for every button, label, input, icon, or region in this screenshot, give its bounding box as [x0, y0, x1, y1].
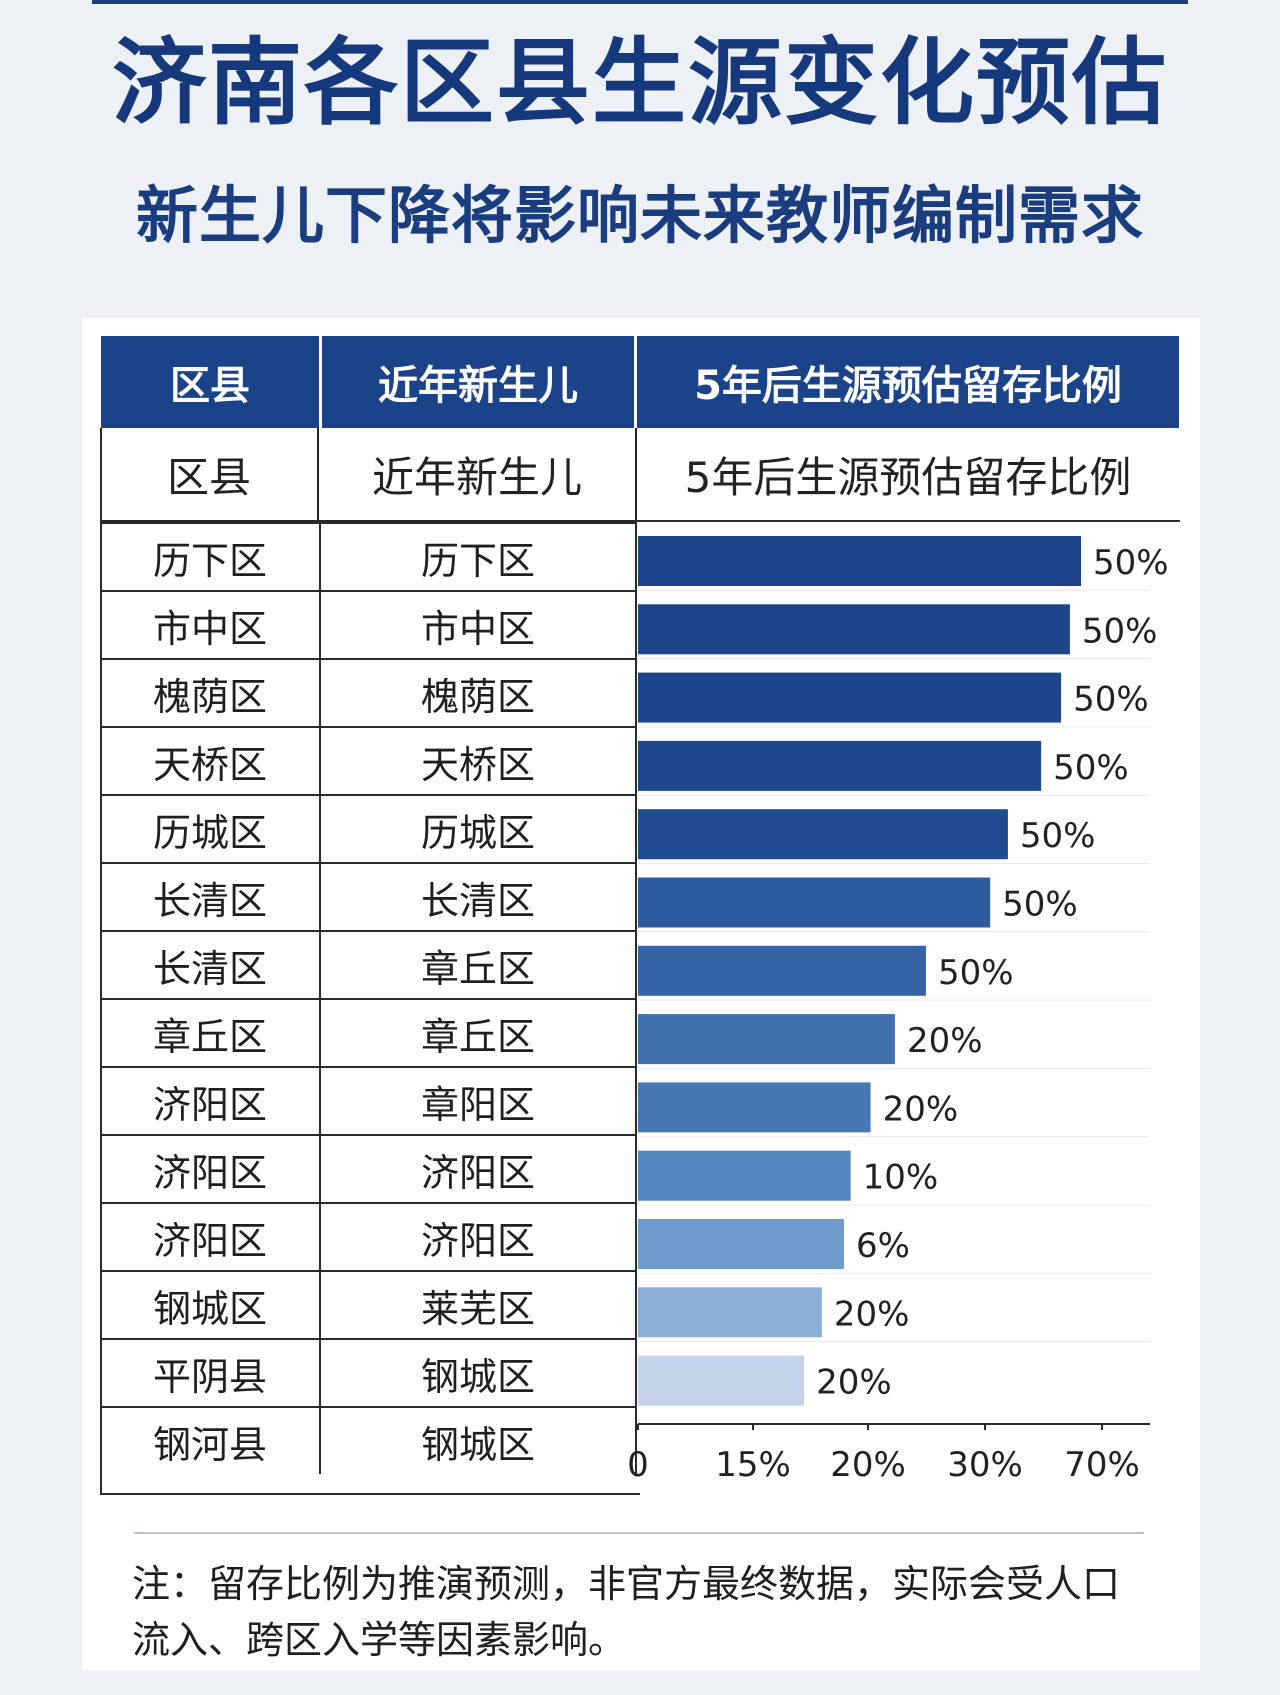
bar-label-8: 20% — [883, 1089, 959, 1129]
county-cell: 历下区 — [152, 538, 267, 583]
county-cell: 长清区 — [152, 946, 267, 991]
county-cell: 济阳区 — [152, 1150, 267, 1195]
table-row: 济阳区 济阳区 — [101, 1202, 637, 1270]
bar-label-2: 50% — [1073, 680, 1149, 720]
county-cell: 钢城区 — [152, 1286, 267, 1331]
bar-2 — [638, 672, 1062, 723]
bar-label-6: 50% — [938, 953, 1014, 993]
county-cell: 钢河县 — [152, 1422, 267, 1467]
page-title: 济南各区县生源变化预估 — [111, 29, 1168, 138]
table-row: 槐荫区 槐荫区 — [101, 658, 637, 726]
bar-3 — [638, 740, 1042, 791]
county-cell: 济阳区 — [152, 1082, 267, 1127]
bar-label-4: 50% — [1020, 816, 1096, 856]
bar-4 — [638, 809, 1008, 860]
bar-label-9: 10% — [863, 1158, 939, 1198]
newborn-cell: 历城区 — [319, 796, 637, 862]
header-newborn: 近年新生儿 — [319, 336, 637, 428]
table-row: 历城区 历城区 — [101, 794, 637, 862]
newborn-cell: 天桥区 — [319, 728, 637, 794]
newborn-cell: 莱芜区 — [319, 1272, 637, 1338]
bar-6 — [638, 945, 926, 996]
county-cell: 长清区 — [152, 878, 267, 923]
bar-label-10: 6% — [856, 1226, 910, 1266]
county-cell: 槐荫区 — [152, 674, 267, 719]
county-cell: 平阴县 — [152, 1354, 267, 1399]
newborn-cell: 章丘区 — [319, 932, 637, 998]
table-row: 长清区 长清区 — [101, 862, 637, 930]
newborn-cell: 历下区 — [319, 524, 637, 590]
table-row: 平阴县 钢城区 — [101, 1338, 637, 1406]
newborn-cell: 章丘区 — [319, 1000, 637, 1066]
bar-0 — [638, 536, 1081, 586]
newborn-cell: 长清区 — [319, 864, 637, 930]
county-cell: 济阳区 — [152, 1218, 267, 1263]
county-cell: 市中区 — [152, 606, 267, 651]
bar-label-1: 50% — [1082, 611, 1158, 651]
newborn-cell: 济阳区 — [319, 1204, 637, 1270]
county-cell: 章丘区 — [152, 1014, 267, 1059]
table-row: 济阳区 章阳区 — [101, 1066, 637, 1134]
subheader-divider — [100, 520, 1180, 522]
header-county: 区县 — [101, 336, 319, 428]
bar-label-3: 50% — [1053, 748, 1129, 788]
bar-7 — [638, 1014, 895, 1065]
table-row: 天桥区 天桥区 — [101, 726, 637, 794]
table-row: 市中区 市中区 — [101, 590, 637, 658]
header-retention: 5年后生源预估留存比例 — [637, 336, 1179, 428]
table-body: 历下区 历下区 市中区 市中区 槐荫区 槐荫区 天桥区 天桥区 历城区 历城区 长清区 长清… — [101, 522, 637, 1474]
subheader-newborn: 近年新生儿 — [319, 428, 637, 520]
subheader-retention: 5年后生源预估留存比例 — [684, 452, 1132, 502]
note-divider — [134, 1532, 1144, 1534]
newborn-cell: 济阳区 — [319, 1136, 637, 1202]
newborn-cell: 市中区 — [319, 592, 637, 658]
newborn-cell: 槐荫区 — [319, 660, 637, 726]
footnote: 注：留存比例为推演预测，非官方最终数据，实际会受人口流入、跨区入学等因素影响。 — [132, 1562, 1121, 1662]
x-tick-label-0: 0 — [627, 1445, 649, 1485]
x-tick-label-4: 70% — [1064, 1445, 1140, 1485]
x-tick-label-1: 15% — [715, 1445, 791, 1485]
county-cell: 天桥区 — [152, 742, 267, 787]
page-subtitle: 新生儿下降将影响未来教师编制需求 — [135, 179, 1144, 252]
bar-10 — [638, 1219, 844, 1269]
top-rule — [92, 0, 1188, 4]
table-row: 章丘区 章丘区 — [101, 998, 637, 1066]
table-bottom-border — [100, 1493, 640, 1495]
newborn-cell: 章阳区 — [319, 1068, 637, 1134]
bar-12 — [638, 1355, 805, 1406]
bar-11 — [638, 1287, 822, 1338]
table-row: 长清区 章丘区 — [101, 930, 637, 998]
bar-label-11: 20% — [834, 1294, 910, 1334]
bar-label-5: 50% — [1002, 885, 1078, 925]
x-tick-label-2: 20% — [830, 1445, 906, 1485]
bar-9 — [638, 1150, 851, 1201]
table-subheader: 区县 近年新生儿 5年后生源预估留存比例 — [101, 428, 1179, 520]
table-left-border — [100, 428, 102, 1494]
bar-1 — [638, 604, 1070, 655]
table-header: 区县 近年新生儿 5年后生源预估留存比例 — [101, 336, 1179, 428]
bar-label-7: 20% — [907, 1021, 983, 1061]
table-row: 济阳区 济阳区 — [101, 1134, 637, 1202]
x-tick-label-3: 30% — [947, 1445, 1023, 1485]
newborn-cell: 钢城区 — [319, 1340, 637, 1406]
table-row: 历下区 历下区 — [101, 522, 637, 590]
county-cell: 历城区 — [152, 810, 267, 855]
bar-8 — [638, 1082, 871, 1133]
bar-label-12: 20% — [816, 1363, 892, 1403]
bar-5 — [638, 877, 991, 928]
table-row: 钢河县 钢城区 — [101, 1406, 637, 1474]
table-row: 钢城区 莱芜区 — [101, 1270, 637, 1338]
bar-label-0: 50% — [1093, 543, 1169, 583]
newborn-cell: 钢城区 — [319, 1408, 637, 1474]
subheader-county: 区县 — [101, 428, 319, 520]
